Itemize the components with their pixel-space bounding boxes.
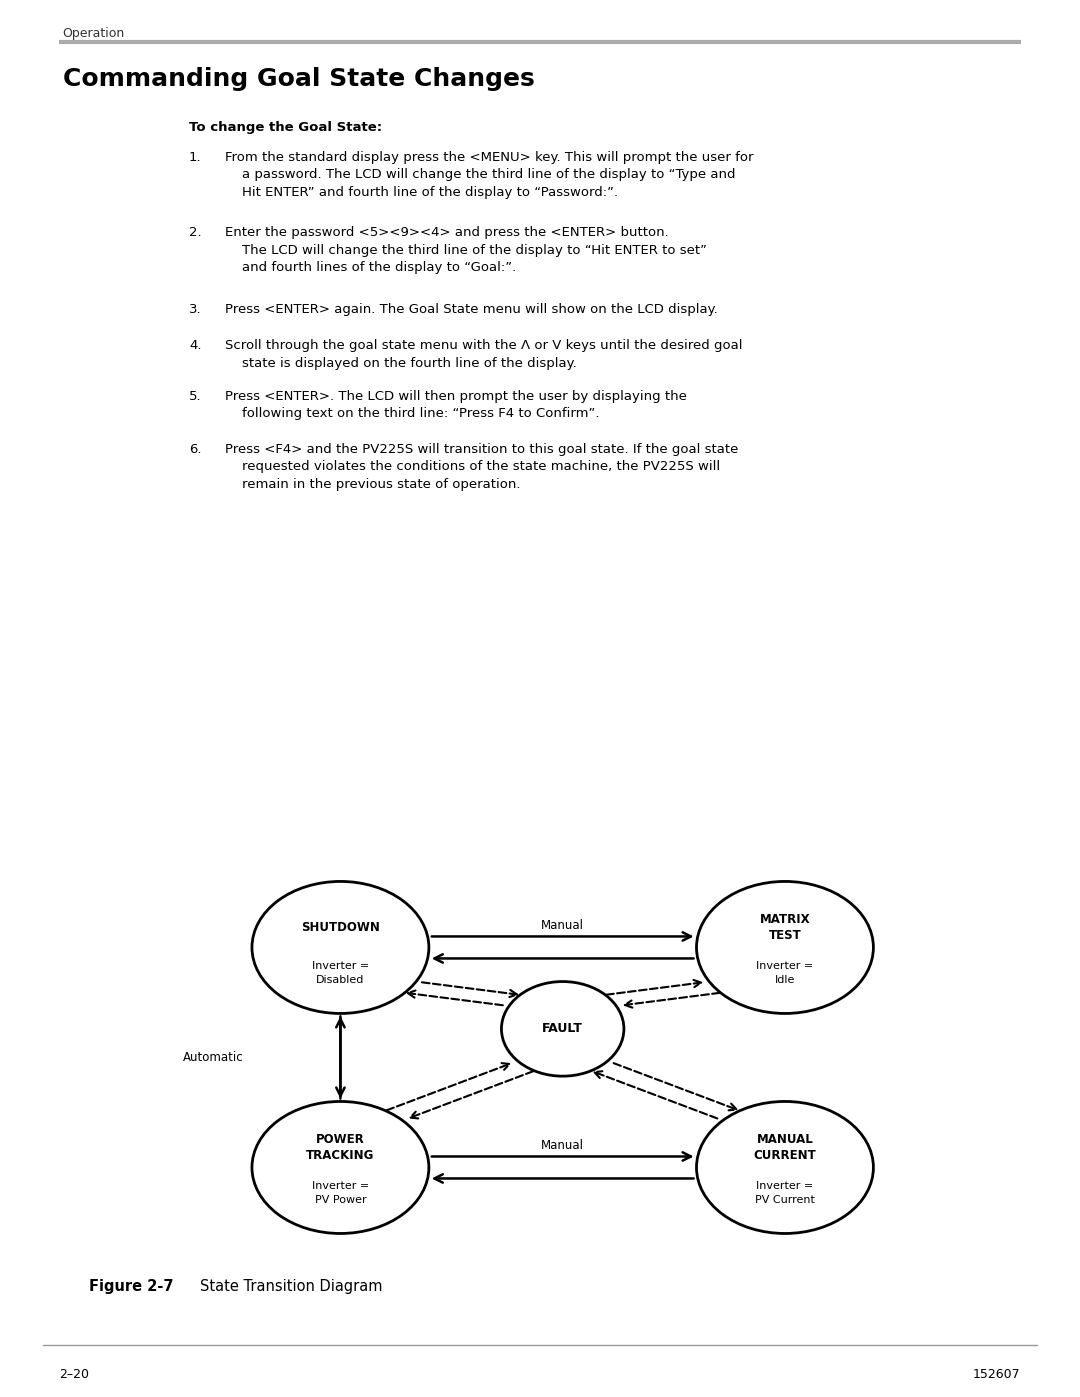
Ellipse shape <box>501 982 624 1076</box>
Text: 3.: 3. <box>189 303 202 317</box>
Text: FAULT: FAULT <box>542 1023 583 1035</box>
Text: State Transition Diagram: State Transition Diagram <box>201 1280 382 1294</box>
Text: 4.: 4. <box>189 339 202 352</box>
Text: Inverter =
PV Power: Inverter = PV Power <box>312 1182 369 1204</box>
Text: Scroll through the goal state menu with the Λ or V keys until the desired goal
 : Scroll through the goal state menu with … <box>225 339 742 370</box>
Text: Press <ENTER> again. The Goal State menu will show on the LCD display.: Press <ENTER> again. The Goal State menu… <box>225 303 717 317</box>
Text: 2.: 2. <box>189 226 202 239</box>
Text: Press <ENTER>. The LCD will then prompt the user by displaying the
    following: Press <ENTER>. The LCD will then prompt … <box>225 390 687 420</box>
Text: Figure 2-7: Figure 2-7 <box>89 1280 173 1294</box>
Ellipse shape <box>697 1101 874 1234</box>
Text: 5.: 5. <box>189 390 202 402</box>
Ellipse shape <box>252 1101 429 1234</box>
Text: MATRIX
TEST: MATRIX TEST <box>759 914 810 942</box>
Text: To change the Goal State:: To change the Goal State: <box>189 120 382 134</box>
Text: 2–20: 2–20 <box>59 1368 90 1382</box>
Text: Commanding Goal State Changes: Commanding Goal State Changes <box>63 67 535 91</box>
Ellipse shape <box>697 882 874 1013</box>
Text: Press <F4> and the PV225S will transition to this goal state. If the goal state
: Press <F4> and the PV225S will transitio… <box>225 443 738 490</box>
Text: MANUAL
CURRENT: MANUAL CURRENT <box>754 1133 816 1162</box>
Text: Inverter =
Idle: Inverter = Idle <box>756 961 813 985</box>
Text: 152607: 152607 <box>973 1368 1021 1382</box>
Text: Inverter =
PV Current: Inverter = PV Current <box>755 1182 815 1204</box>
Text: Enter the password <5><9><4> and press the <ENTER> button.
    The LCD will chan: Enter the password <5><9><4> and press t… <box>225 226 706 274</box>
Text: Automatic: Automatic <box>184 1051 244 1065</box>
Text: Operation: Operation <box>63 27 125 41</box>
Text: 6.: 6. <box>189 443 202 455</box>
Text: Inverter =
Disabled: Inverter = Disabled <box>312 961 369 985</box>
Text: Manual: Manual <box>541 919 584 932</box>
Text: 1.: 1. <box>189 151 202 163</box>
Text: Manual: Manual <box>541 1139 584 1153</box>
Text: POWER
TRACKING: POWER TRACKING <box>307 1133 375 1162</box>
Text: SHUTDOWN: SHUTDOWN <box>301 921 380 935</box>
Text: From the standard display press the <MENU> key. This will prompt the user for
  : From the standard display press the <MEN… <box>225 151 753 198</box>
Ellipse shape <box>252 882 429 1013</box>
